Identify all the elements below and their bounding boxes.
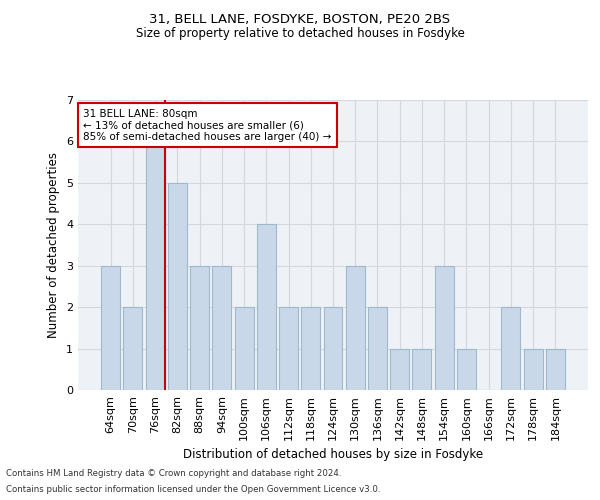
Bar [124, 307, 142, 390]
Bar [368, 307, 387, 390]
Bar [212, 266, 231, 390]
Text: Size of property relative to detached houses in Fosdyke: Size of property relative to detached ho… [136, 28, 464, 40]
Bar [168, 183, 187, 390]
Bar [257, 224, 276, 390]
Bar [435, 266, 454, 390]
Bar [235, 307, 254, 390]
Text: 31, BELL LANE, FOSDYKE, BOSTON, PE20 2BS: 31, BELL LANE, FOSDYKE, BOSTON, PE20 2BS [149, 12, 451, 26]
Bar [190, 266, 209, 390]
Text: 31 BELL LANE: 80sqm
← 13% of detached houses are smaller (6)
85% of semi-detache: 31 BELL LANE: 80sqm ← 13% of detached ho… [83, 108, 331, 142]
Bar [323, 307, 343, 390]
Bar [502, 307, 520, 390]
Bar [457, 348, 476, 390]
Y-axis label: Number of detached properties: Number of detached properties [47, 152, 61, 338]
Bar [279, 307, 298, 390]
Bar [412, 348, 431, 390]
Bar [301, 307, 320, 390]
Bar [146, 142, 164, 390]
Text: Contains public sector information licensed under the Open Government Licence v3: Contains public sector information licen… [6, 485, 380, 494]
Bar [524, 348, 542, 390]
Text: Contains HM Land Registry data © Crown copyright and database right 2024.: Contains HM Land Registry data © Crown c… [6, 468, 341, 477]
Bar [101, 266, 120, 390]
Bar [346, 266, 365, 390]
Bar [546, 348, 565, 390]
X-axis label: Distribution of detached houses by size in Fosdyke: Distribution of detached houses by size … [183, 448, 483, 461]
Bar [390, 348, 409, 390]
